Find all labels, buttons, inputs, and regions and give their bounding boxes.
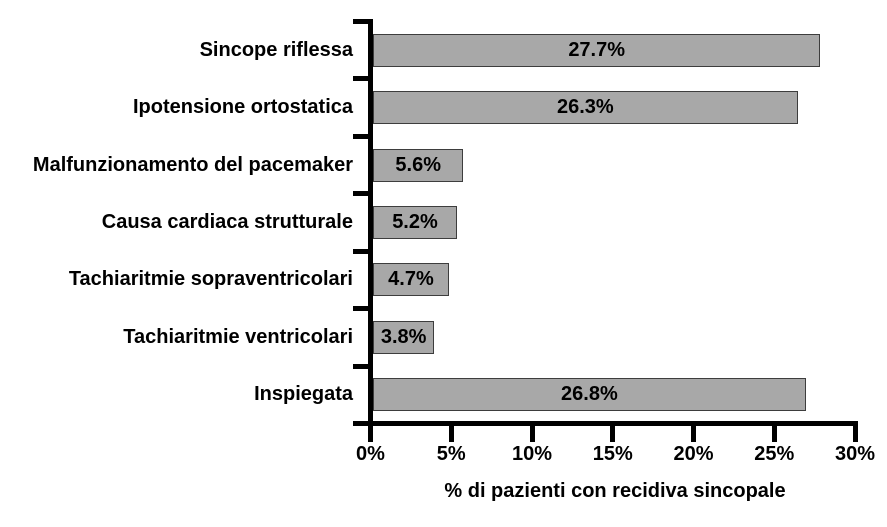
y-axis-tick	[353, 191, 368, 197]
x-axis-tick	[852, 421, 858, 442]
x-tick-label: 30%	[834, 443, 876, 465]
category-label: Inspiegata	[254, 383, 353, 406]
y-axis-tick	[353, 76, 368, 82]
y-axis-line	[368, 19, 373, 442]
x-tick-label: 10%	[511, 443, 553, 465]
y-axis-tick	[353, 19, 368, 24]
category-label: Malfunzionamento del pacemaker	[32, 153, 353, 176]
bar: 5.2%	[373, 206, 457, 239]
y-axis-tick	[353, 248, 368, 254]
category-label: Sincope riflessa	[199, 38, 353, 61]
category-label: Tachiaritmie sopraventricolari	[68, 268, 353, 291]
x-axis-tick	[771, 421, 777, 442]
category-label: Ipotensione ortostatica	[132, 96, 353, 119]
x-axis-line	[353, 421, 858, 426]
bar-value-label: 5.6%	[395, 153, 442, 176]
bar-value-label: 27.7%	[568, 38, 626, 61]
x-axis-title: % di pazienti con recidiva sincopale	[444, 480, 786, 502]
y-axis-tick	[353, 306, 368, 312]
x-axis-tick	[529, 421, 535, 442]
bar-value-label: 5.2%	[392, 211, 438, 233]
bar-value-label: 4.7%	[388, 268, 434, 291]
category-label: Tachiaritmie ventricolari	[123, 325, 353, 348]
bar-value-label: 3.8%	[380, 325, 427, 348]
x-axis-tick	[691, 421, 696, 442]
category-label: Causa cardiaca strutturale	[101, 211, 353, 233]
bar: 26.3%	[373, 91, 798, 125]
bar-value-label: 26.8%	[561, 383, 618, 406]
y-axis-tick	[353, 133, 368, 139]
bar: 4.7%	[373, 263, 449, 297]
bar-value-label: 26.3%	[557, 96, 614, 119]
x-tick-label: 15%	[592, 443, 633, 465]
x-tick-label: 0%	[356, 443, 385, 465]
bar: 5.6%	[373, 148, 464, 182]
x-tick-label: 25%	[754, 443, 795, 465]
x-tick-label: 20%	[673, 443, 714, 465]
bar: 3.8%	[373, 320, 435, 354]
x-axis-tick	[368, 421, 373, 442]
x-tick-label: 5%	[436, 443, 466, 465]
x-axis-tick	[610, 421, 616, 442]
bar: 26.8%	[373, 378, 806, 412]
y-axis-tick	[353, 363, 368, 369]
x-axis-tick	[448, 421, 454, 442]
bar: 27.7%	[373, 33, 821, 67]
